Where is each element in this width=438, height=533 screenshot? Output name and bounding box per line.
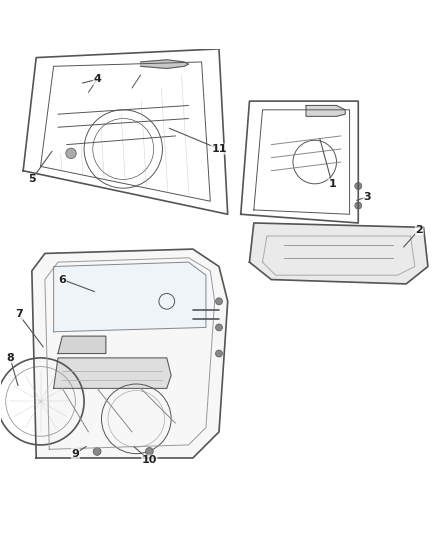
Text: 3: 3 xyxy=(363,192,371,202)
Text: 6: 6 xyxy=(58,274,66,285)
Circle shape xyxy=(66,148,76,158)
Text: 1: 1 xyxy=(328,179,336,189)
Polygon shape xyxy=(306,106,345,116)
Polygon shape xyxy=(32,249,228,458)
Circle shape xyxy=(215,298,223,305)
Text: 5: 5 xyxy=(28,174,35,184)
Polygon shape xyxy=(141,60,188,68)
Polygon shape xyxy=(58,336,106,353)
Text: 8: 8 xyxy=(6,353,14,363)
Polygon shape xyxy=(250,223,428,284)
Text: 10: 10 xyxy=(141,455,157,465)
Text: 4: 4 xyxy=(93,75,101,84)
Polygon shape xyxy=(53,358,171,389)
Text: 7: 7 xyxy=(15,309,23,319)
Circle shape xyxy=(215,350,223,357)
Text: 2: 2 xyxy=(415,224,423,235)
Circle shape xyxy=(145,448,153,455)
Circle shape xyxy=(215,324,223,331)
Circle shape xyxy=(93,448,101,455)
Circle shape xyxy=(355,182,362,189)
Text: 9: 9 xyxy=(71,449,79,458)
Text: 11: 11 xyxy=(211,144,227,154)
Circle shape xyxy=(355,202,362,209)
Polygon shape xyxy=(53,262,206,332)
